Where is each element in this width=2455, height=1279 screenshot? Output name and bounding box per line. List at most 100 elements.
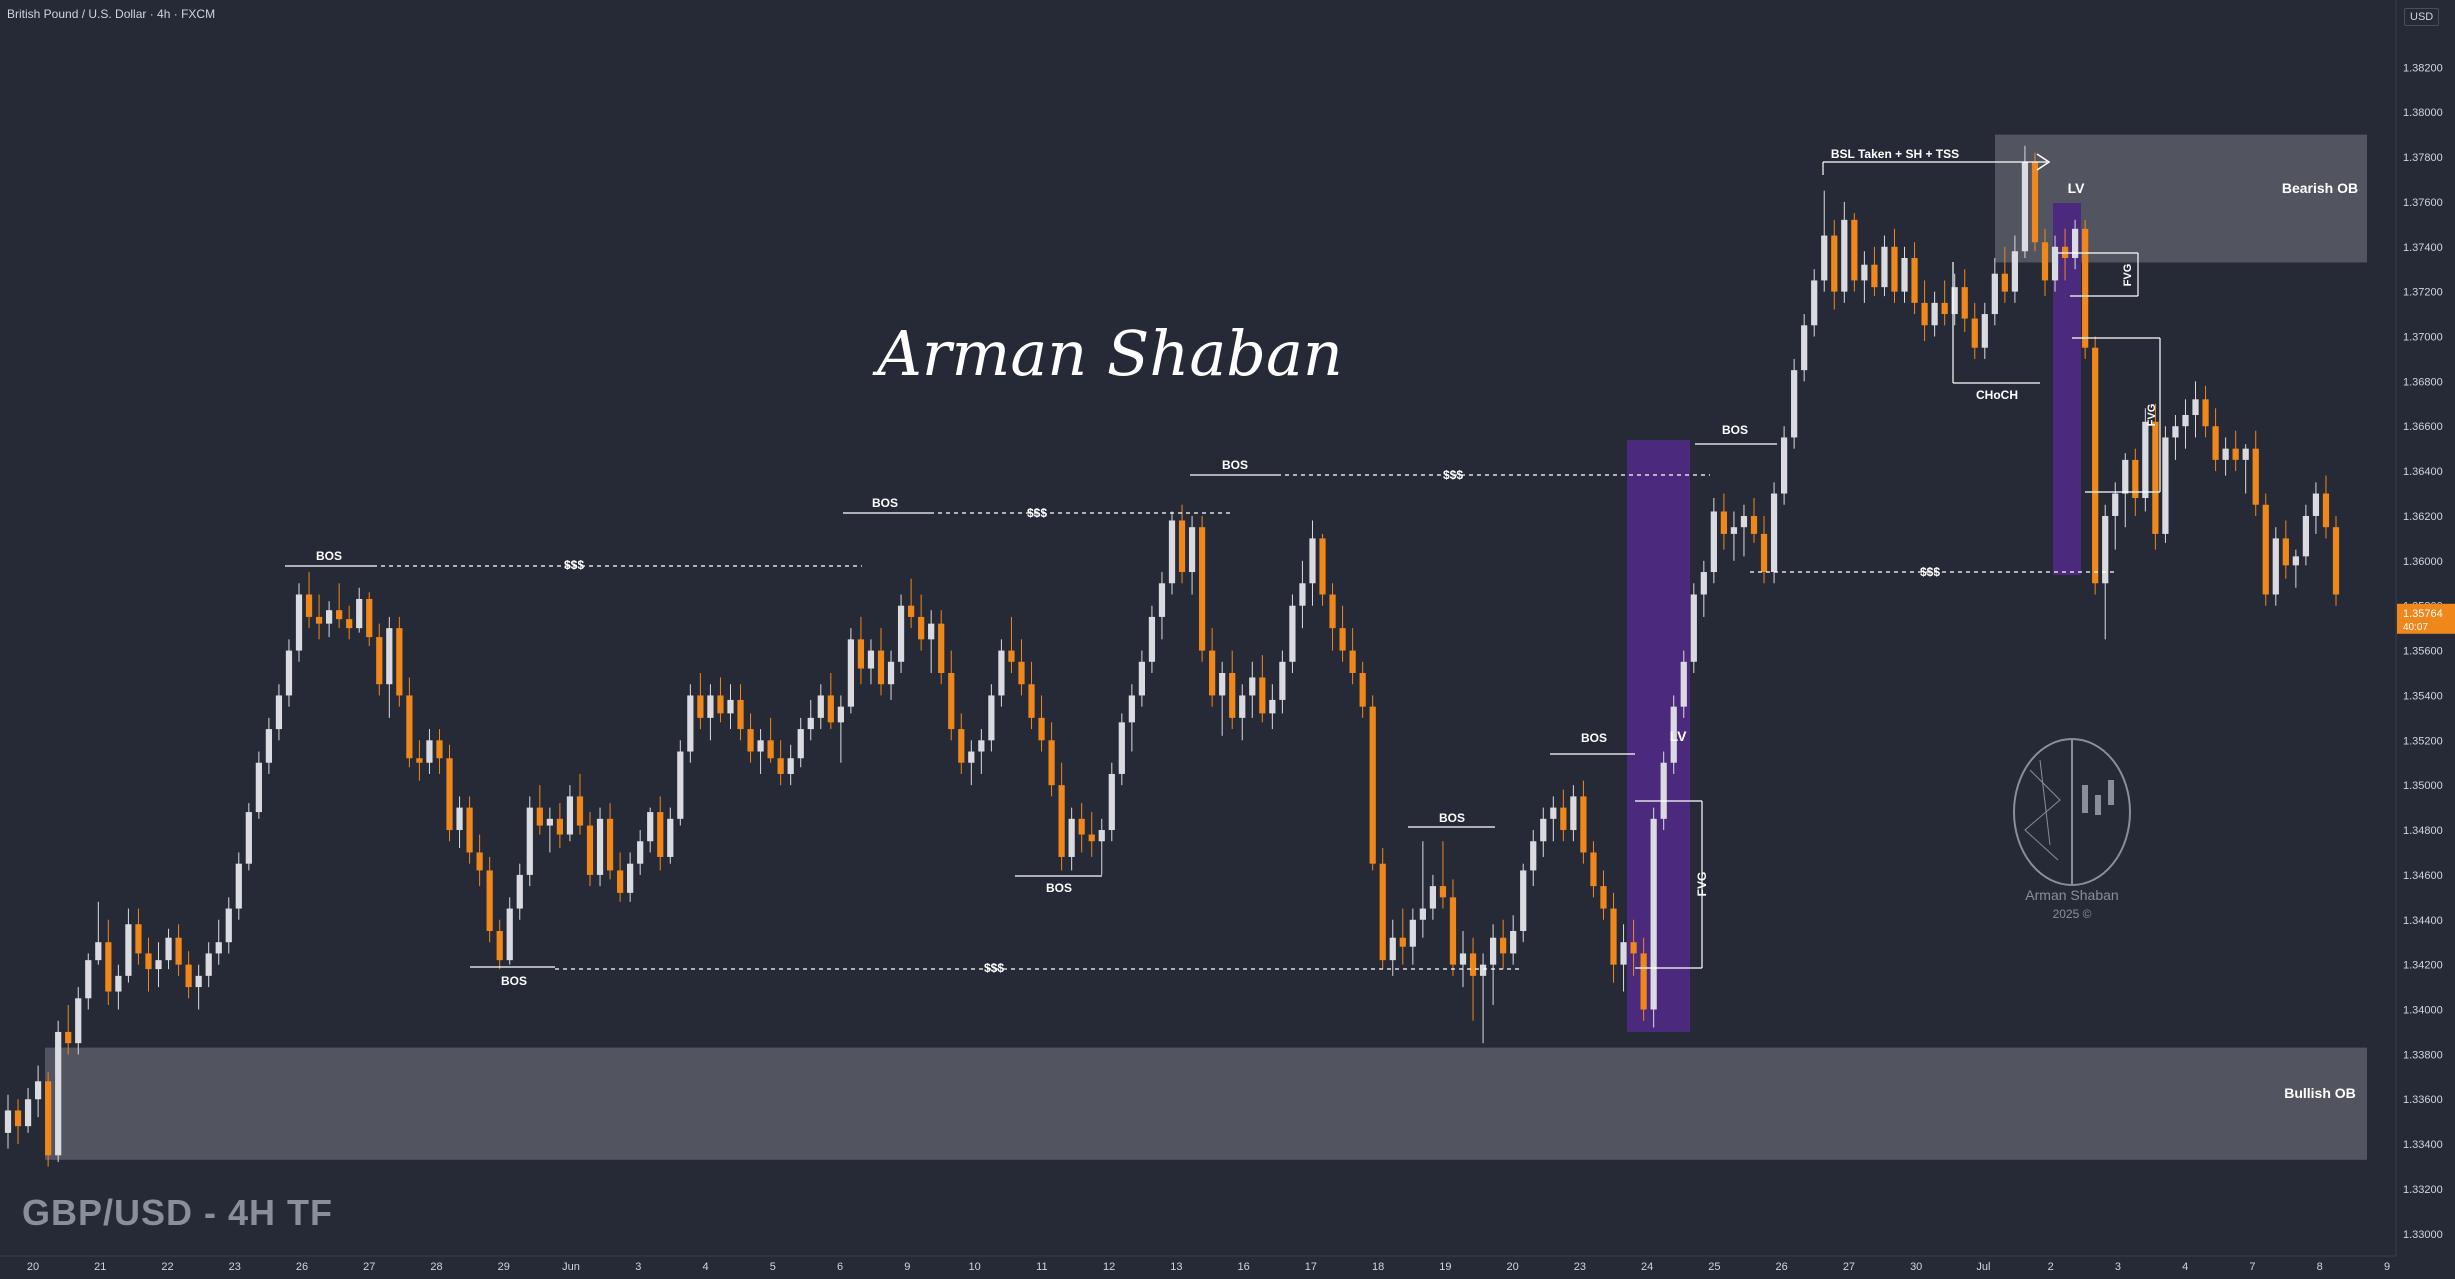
candle <box>55 1020 62 1163</box>
candle <box>1018 639 1025 696</box>
candle <box>426 729 433 774</box>
candle-body <box>1158 583 1166 617</box>
candle <box>1209 628 1216 707</box>
candle-body <box>1399 937 1406 947</box>
candle-body <box>165 937 172 961</box>
brain-candle <box>2095 795 2101 815</box>
candle-body <box>1951 287 1958 315</box>
candle-body <box>747 729 754 752</box>
candle <box>1409 908 1416 965</box>
candle-body <box>245 812 252 864</box>
candle <box>1610 892 1617 983</box>
candle <box>737 684 744 741</box>
candle-body <box>1459 953 1467 965</box>
candle-body <box>1891 246 1898 292</box>
bos-label: BOS <box>1581 731 1607 745</box>
currency-label[interactable]: USD <box>2404 8 2440 26</box>
candle <box>938 610 945 685</box>
candle-body <box>376 637 383 685</box>
time-tick-label: 4 <box>703 1261 709 1273</box>
candle-body <box>1108 773 1115 831</box>
price-tick-label: 1.34600 <box>2403 870 2443 882</box>
candle-body <box>998 650 1005 696</box>
candle <box>2082 219 2089 359</box>
candle <box>1078 803 1085 853</box>
candle <box>1028 661 1035 730</box>
candle <box>757 729 764 774</box>
symbol-header[interactable]: British Pound / U.S. Dollar · 4h · FXCM <box>7 7 216 21</box>
time-tick-label: 25 <box>1708 1261 1720 1273</box>
candle-series <box>4 145 2340 1167</box>
candle-body <box>1299 583 1306 606</box>
candle <box>1429 874 1437 920</box>
candle-body <box>1670 706 1677 763</box>
candle-body <box>2172 426 2179 438</box>
candle-body <box>1971 318 1978 348</box>
candle <box>1841 201 1848 303</box>
time-tick-label: 4 <box>2182 1261 2188 1273</box>
candle-body <box>1931 302 1938 326</box>
bos-label: BOS <box>316 549 342 563</box>
candle <box>2232 430 2239 472</box>
candle <box>1891 228 1898 303</box>
candle-body <box>346 619 353 629</box>
liquidity-label: $$$ <box>984 961 1004 975</box>
lv-fvg-zone <box>1627 440 1690 1032</box>
candle <box>1219 661 1226 736</box>
candle-body <box>546 818 553 826</box>
candle <box>2122 453 2129 528</box>
candle-body <box>2332 527 2340 595</box>
candle-body <box>847 639 855 707</box>
candle-body <box>1479 964 1487 976</box>
candle <box>606 803 614 880</box>
candle <box>1620 924 1627 992</box>
bsl-label: BSL Taken + SH + TSS <box>1831 147 1959 161</box>
candle <box>496 919 503 970</box>
candle <box>285 639 293 707</box>
candle <box>1871 246 1878 297</box>
bos-label: BOS <box>1439 811 1465 825</box>
candle-body <box>195 975 202 988</box>
candle <box>386 616 393 718</box>
time-tick-label: 24 <box>1641 1261 1653 1273</box>
candle <box>1971 302 1978 359</box>
candle <box>1650 807 1657 1028</box>
bos-label: BOS <box>501 974 527 988</box>
candle-body <box>325 610 333 624</box>
candle-body <box>1128 695 1135 723</box>
choch-label: CHoCH <box>1976 388 2018 402</box>
candle-body <box>2222 448 2229 460</box>
candle-body <box>777 758 784 774</box>
candle <box>787 744 794 786</box>
candle-body <box>2152 421 2159 534</box>
candle-body <box>968 751 975 763</box>
candle-body <box>215 942 222 954</box>
candle <box>1690 583 1697 674</box>
candle-body <box>1118 722 1125 774</box>
candle-body <box>2001 273 2008 292</box>
candle-body <box>1690 594 1697 662</box>
candle-body <box>616 870 624 893</box>
candle-body <box>1811 280 1818 326</box>
candle-body <box>1740 515 1748 528</box>
candle <box>1048 722 1055 797</box>
candle <box>1921 280 1928 341</box>
candle <box>45 1072 52 1167</box>
candle <box>1941 280 1948 326</box>
candle-body <box>1379 863 1386 961</box>
candle-body <box>667 818 674 857</box>
candle <box>346 605 353 640</box>
candle-body <box>2272 538 2279 595</box>
candle-body <box>2142 421 2149 499</box>
candle <box>1590 841 1597 898</box>
candle-body <box>556 818 564 835</box>
candle <box>95 901 102 965</box>
candle-body <box>2082 228 2089 348</box>
candle <box>2282 520 2289 579</box>
candle-body <box>446 758 453 831</box>
candle-body <box>566 796 574 835</box>
brain-logo-icon <box>2013 738 2131 886</box>
candle <box>1901 246 1908 303</box>
time-tick-label: 6 <box>837 1261 843 1273</box>
